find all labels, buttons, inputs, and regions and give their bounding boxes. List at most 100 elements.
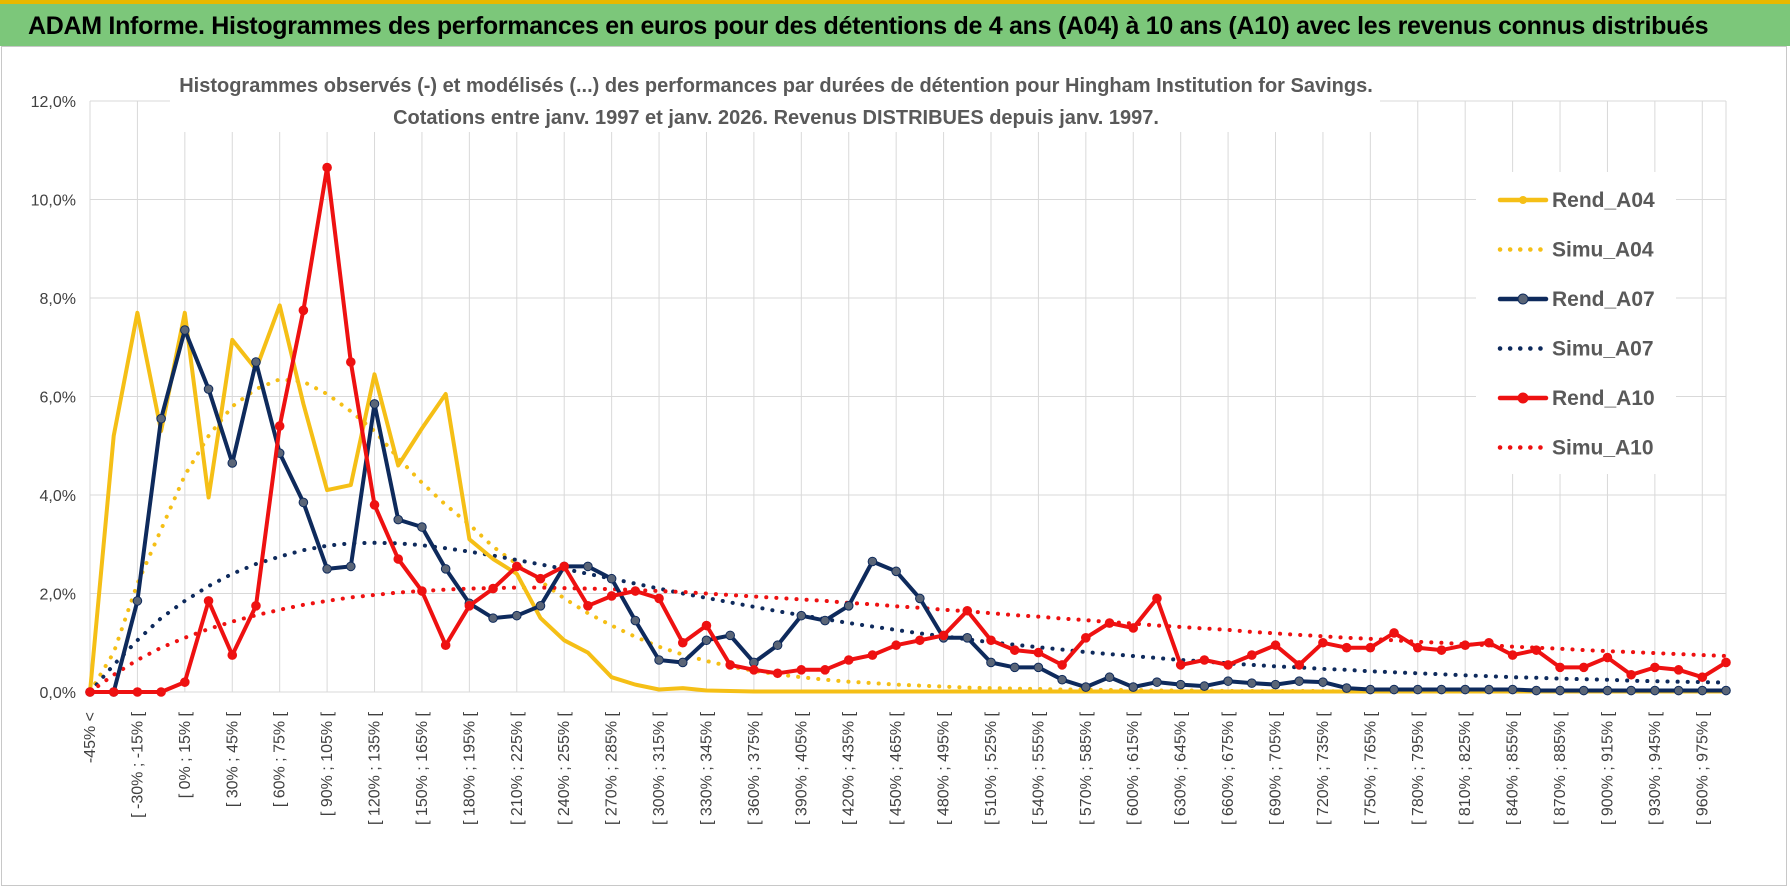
data-point <box>1057 660 1067 670</box>
chart-title: Histogrammes observés (-) et modélisés (… <box>170 68 1380 132</box>
data-point <box>1057 674 1067 685</box>
report-title: ADAM Informe. Histogrammes des performan… <box>28 12 1709 40</box>
data-point <box>298 497 309 508</box>
data-point <box>630 586 641 596</box>
series-rend-a10 <box>85 162 1731 697</box>
data-point <box>1199 681 1210 691</box>
legend-label: Rend_A04 <box>1552 189 1655 212</box>
data-point <box>986 635 996 646</box>
data-point <box>843 601 854 611</box>
data-point <box>1436 645 1447 655</box>
data-point <box>1697 672 1708 683</box>
data-point <box>227 458 238 468</box>
chart-title-background <box>170 68 1380 132</box>
x-tick-label: [ 90% ; 105% [ <box>319 711 336 816</box>
data-point <box>488 583 498 594</box>
data-point <box>1673 685 1684 696</box>
x-tick-label: [ 360% ; 375% [ <box>746 711 763 825</box>
x-tick-label: [ 810% ; 825% [ <box>1457 711 1474 825</box>
data-point <box>1009 662 1020 673</box>
data-point <box>464 601 475 611</box>
x-tick-label: [ 900% ; 915% [ <box>1599 711 1616 825</box>
report-header: ADAM Informe. Histogrammes des performan… <box>0 0 1790 46</box>
x-tick-label: [ 510% ; 525% [ <box>983 711 1000 825</box>
chart-title-line-1: Histogrammes observés (-) et modélisés (… <box>179 75 1373 97</box>
data-point <box>1578 662 1589 673</box>
data-point <box>1602 652 1613 663</box>
x-tick-label: [ 870% ; 885% [ <box>1552 711 1569 825</box>
data-point <box>630 615 641 626</box>
y-tick-label: 6,0% <box>40 390 76 407</box>
data-point <box>654 593 664 604</box>
data-point <box>180 325 190 335</box>
data-point <box>1412 684 1423 695</box>
data-point <box>1484 637 1494 648</box>
data-point <box>867 650 878 660</box>
data-point <box>1555 662 1565 673</box>
data-point <box>511 561 522 572</box>
series-line <box>88 585 1728 694</box>
x-tick-label: [ 780% ; 795% [ <box>1410 711 1427 825</box>
data-point <box>962 605 973 616</box>
data-point <box>251 601 261 611</box>
data-point <box>1033 647 1044 658</box>
data-point <box>583 601 593 611</box>
data-point <box>393 554 404 564</box>
data-point <box>796 665 807 675</box>
data-point <box>1175 679 1186 690</box>
data-point <box>1389 684 1399 695</box>
data-point <box>772 640 783 651</box>
data-point <box>820 665 830 675</box>
x-tick-label: [ 570% ; 585% [ <box>1078 711 1095 825</box>
data-point <box>1104 672 1115 683</box>
series-simu-a07 <box>88 540 1728 694</box>
data-point <box>346 561 356 572</box>
data-point <box>85 687 95 697</box>
y-tick-label: 12,0% <box>31 94 76 111</box>
data-point <box>606 591 617 601</box>
data-point <box>1199 655 1210 665</box>
data-point <box>156 413 166 424</box>
data-point <box>915 635 925 646</box>
x-tick-label: [ 720% ; 735% [ <box>1315 711 1332 825</box>
data-point <box>298 305 309 316</box>
data-point <box>132 687 143 697</box>
data-point <box>583 561 593 572</box>
data-point <box>1223 676 1233 686</box>
x-tick-label: [ 420% ; 435% [ <box>841 711 858 825</box>
data-point <box>1152 677 1162 687</box>
x-tick-label: [ 150% ; 165% [ <box>414 711 431 825</box>
y-tick-label: 8,0% <box>40 291 76 308</box>
data-point <box>1507 684 1518 695</box>
legend-background <box>1476 172 1676 474</box>
data-point <box>891 640 901 651</box>
x-tick-label: -45% < <box>82 712 99 763</box>
data-point <box>1460 640 1470 651</box>
data-point <box>1270 640 1281 651</box>
data-point <box>1223 660 1233 670</box>
legend-label: Rend_A07 <box>1552 288 1655 311</box>
x-tick-label: [ 180% ; 195% [ <box>461 711 478 825</box>
data-point <box>393 514 404 525</box>
data-point <box>1246 650 1257 660</box>
series-line <box>88 165 1728 694</box>
data-point <box>1318 677 1328 687</box>
data-point <box>1626 685 1636 696</box>
data-point <box>962 633 973 643</box>
data-point <box>535 601 546 611</box>
data-point <box>1626 669 1636 680</box>
data-point <box>1365 642 1376 653</box>
x-tick-label: [ 330% ; 345% [ <box>698 711 715 825</box>
data-point <box>843 655 854 665</box>
data-point <box>535 573 546 584</box>
data-point <box>1270 679 1281 690</box>
x-tick-label: [ 750% ; 765% [ <box>1362 711 1379 825</box>
series-layer <box>85 162 1731 697</box>
x-tick-label: [ 210% ; 225% [ <box>509 711 526 825</box>
legend-label: Simu_A04 <box>1552 239 1654 262</box>
data-point <box>1175 660 1186 670</box>
data-point <box>1484 684 1494 695</box>
data-point <box>440 640 451 651</box>
data-point <box>132 596 143 606</box>
data-point <box>488 613 498 623</box>
